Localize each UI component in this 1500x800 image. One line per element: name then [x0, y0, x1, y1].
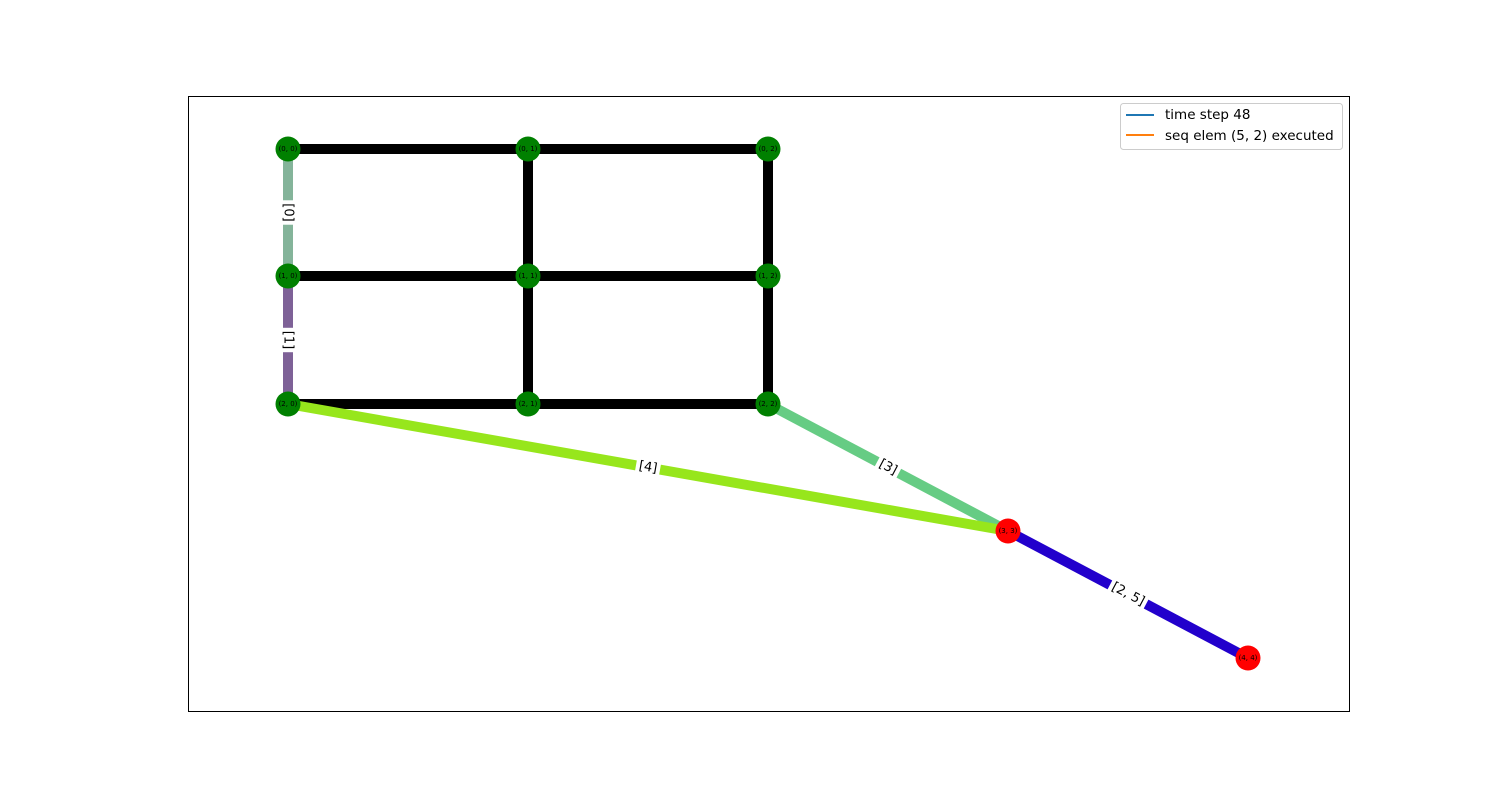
legend-label-seq-elem: seq elem (5, 2) executed	[1165, 128, 1334, 144]
edge-label: [0]	[281, 203, 296, 221]
edges-layer	[283, 144, 1251, 663]
edge-label: [1]	[281, 331, 296, 349]
edge-label-background	[872, 453, 904, 482]
edge-label-background	[634, 456, 662, 479]
graph-node-n01	[515, 136, 541, 162]
edge-label-background	[1105, 576, 1151, 613]
edge-labels-layer: [0][1][3][4][2, 5]	[278, 200, 1151, 613]
graph-node-n00	[275, 136, 301, 162]
edge-label-group-12: [3]	[872, 453, 904, 482]
edge-label-background	[278, 200, 298, 225]
graph-node-n12	[755, 263, 781, 289]
node-label-n01: (0, 1)	[519, 145, 538, 153]
graph-node-n20	[275, 391, 301, 417]
node-label-n22: (2, 2)	[759, 400, 778, 408]
graph-node-n22	[755, 391, 781, 417]
edge-label: [4]	[638, 459, 659, 477]
graph-node-n11	[515, 263, 541, 289]
node-label-n02: (0, 2)	[759, 145, 778, 153]
legend: time step 48 seq elem (5, 2) executed	[1120, 103, 1343, 150]
node-label-n21: (2, 1)	[519, 400, 538, 408]
node-label-n11: (1, 1)	[519, 272, 538, 280]
legend-label-time-step: time step 48	[1165, 107, 1250, 123]
edge-label-background	[278, 327, 298, 353]
node-label-n20: (2, 0)	[279, 400, 298, 408]
graph-node-n10	[275, 263, 301, 289]
edge-label-group-10: [0]	[278, 200, 298, 225]
edge-label-group-13: [4]	[634, 456, 662, 479]
graph-node-n33	[995, 518, 1021, 544]
node-label-n33: (3, 3)	[999, 527, 1018, 535]
node-label-n10: (1, 0)	[279, 272, 298, 280]
legend-box	[1120, 103, 1343, 150]
node-label-n00: (0, 0)	[279, 145, 298, 153]
node-label-n12: (1, 2)	[759, 272, 778, 280]
graph-node-n02	[755, 136, 781, 162]
graph-node-n44	[1235, 645, 1261, 671]
node-label-n44: (4, 4)	[1239, 654, 1258, 662]
graph-node-n21	[515, 391, 541, 417]
nodes-layer: (0, 0) (0, 1) (0, 2) (1, 0) (1, 1) (1, 2) (2, …	[275, 136, 1261, 671]
edge-label-group-11: [1]	[278, 327, 298, 353]
